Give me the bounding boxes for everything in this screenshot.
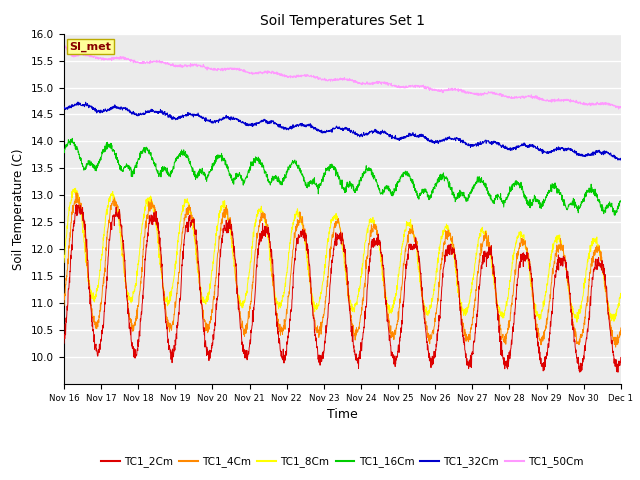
X-axis label: Time: Time bbox=[327, 408, 358, 421]
Y-axis label: Soil Temperature (C): Soil Temperature (C) bbox=[12, 148, 26, 270]
Legend: TC1_2Cm, TC1_4Cm, TC1_8Cm, TC1_16Cm, TC1_32Cm, TC1_50Cm: TC1_2Cm, TC1_4Cm, TC1_8Cm, TC1_16Cm, TC1… bbox=[97, 452, 588, 471]
Text: SI_met: SI_met bbox=[70, 41, 111, 52]
Title: Soil Temperatures Set 1: Soil Temperatures Set 1 bbox=[260, 14, 425, 28]
